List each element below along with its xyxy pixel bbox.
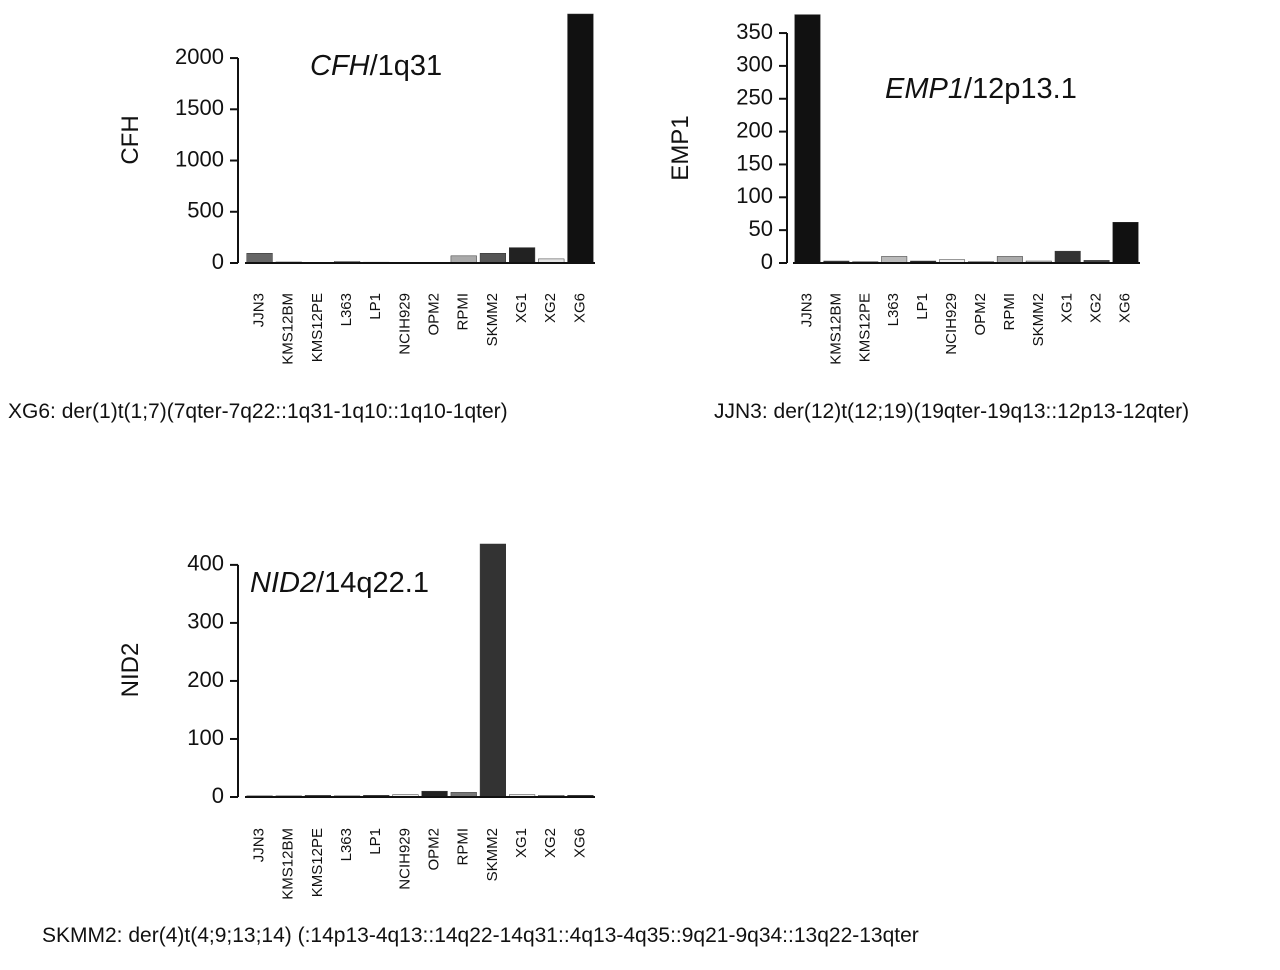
x-tick-label: RPMI: [455, 828, 472, 866]
x-tick-label: KMS12BM: [280, 828, 297, 900]
x-tick-label: XG1: [1059, 293, 1076, 323]
x-tick-label: NCIH929: [396, 828, 413, 890]
x-tick-label: LP1: [914, 293, 931, 320]
y-tick-label: 50: [749, 216, 773, 241]
x-tick-label: KMS12BM: [280, 293, 297, 365]
bar: [450, 255, 477, 264]
y-tick-label: 0: [212, 249, 224, 274]
y-tick-label: 200: [187, 667, 224, 692]
bar: [794, 14, 821, 264]
bar: [479, 253, 507, 264]
x-tick-label: JJN3: [251, 828, 268, 862]
y-axis-label: CFH: [117, 115, 144, 164]
y-tick-label: 500: [187, 198, 224, 223]
y-tick-label: 400: [187, 551, 224, 576]
y-tick-label: 250: [736, 85, 773, 110]
caption: SKMM2: der(4)t(4;9;13;14) (:14p13-4q13::…: [42, 924, 919, 947]
x-tick-label: L363: [338, 293, 355, 326]
x-tick-label: JJN3: [251, 293, 268, 327]
caption: XG6: der(1)t(1;7)(7qter-7q22::1q31-1q10:…: [8, 400, 508, 423]
y-tick-label: 150: [736, 150, 773, 175]
y-tick-label: 300: [736, 52, 773, 77]
x-tick-label: LP1: [367, 828, 384, 855]
title-gene: CFH: [310, 50, 370, 82]
x-tick-label: RPMI: [1001, 293, 1018, 331]
x-tick-label: JJN3: [798, 293, 815, 327]
x-tick-label: KMS12PE: [309, 828, 326, 897]
y-tick-label: 300: [187, 609, 224, 634]
y-axis-label: EMP1: [667, 115, 694, 180]
x-tick-label: SKMM2: [484, 293, 501, 346]
x-tick-label: SKMM2: [484, 828, 501, 881]
x-tick-label: XG2: [542, 828, 559, 858]
chart-title: NID2/14q22.1: [250, 567, 429, 599]
y-tick-label: 0: [761, 249, 773, 274]
x-tick-label: OPM2: [426, 828, 443, 871]
y-tick-label: 1000: [175, 146, 224, 171]
title-locus: /12p13.1: [964, 73, 1077, 105]
y-axis-label: NID2: [117, 643, 144, 698]
y-tick-label: 100: [187, 725, 224, 750]
x-tick-label: NCIH929: [943, 293, 960, 355]
title-gene: EMP1: [885, 73, 964, 105]
x-tick-label: XG1: [513, 293, 530, 323]
y-tick-label: 2000: [175, 44, 224, 69]
x-tick-label: XG2: [542, 293, 559, 323]
title-locus: /1q31: [370, 50, 443, 82]
x-tick-label: SKMM2: [1030, 293, 1047, 346]
x-tick-label: KMS12PE: [309, 293, 326, 362]
title-gene: NID2: [250, 567, 316, 599]
x-tick-label: KMS12BM: [827, 293, 844, 365]
x-tick-label: XG6: [1117, 293, 1134, 323]
x-tick-label: OPM2: [426, 293, 443, 336]
x-tick-label: L363: [338, 828, 355, 861]
y-tick-label: 0: [212, 783, 224, 808]
bar: [509, 247, 536, 264]
title-locus: /14q22.1: [316, 567, 429, 599]
bar: [246, 253, 273, 264]
x-tick-label: KMS12PE: [856, 293, 873, 362]
y-tick-label: 200: [736, 117, 773, 142]
chart-title: CFH/1q31: [310, 50, 442, 82]
x-tick-label: LP1: [367, 293, 384, 320]
x-tick-label: XG1: [513, 828, 530, 858]
bar: [1112, 222, 1139, 264]
x-tick-label: RPMI: [455, 293, 472, 331]
x-tick-label: NCIH929: [396, 293, 413, 355]
caption: JJN3: der(12)t(12;19)(19qter-19q13::12p1…: [714, 400, 1189, 423]
chart-title: EMP1/12p13.1: [885, 73, 1077, 105]
bar: [1054, 250, 1081, 264]
y-tick-label: 100: [736, 183, 773, 208]
bar: [567, 13, 594, 264]
x-tick-label: L363: [885, 293, 902, 326]
x-tick-label: XG2: [1088, 293, 1105, 323]
x-tick-label: XG6: [571, 828, 588, 858]
bar: [479, 543, 507, 798]
x-tick-label: XG6: [571, 293, 588, 323]
x-tick-label: OPM2: [972, 293, 989, 336]
y-tick-label: 350: [736, 19, 773, 44]
y-tick-label: 1500: [175, 95, 224, 120]
